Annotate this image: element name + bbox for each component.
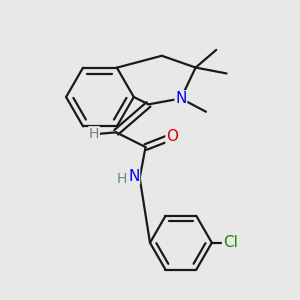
Text: Cl: Cl — [223, 235, 238, 250]
Text: H: H — [116, 172, 127, 186]
Text: H: H — [89, 127, 99, 141]
Text: N: N — [128, 169, 140, 184]
Text: N: N — [175, 91, 187, 106]
Text: O: O — [166, 129, 178, 144]
